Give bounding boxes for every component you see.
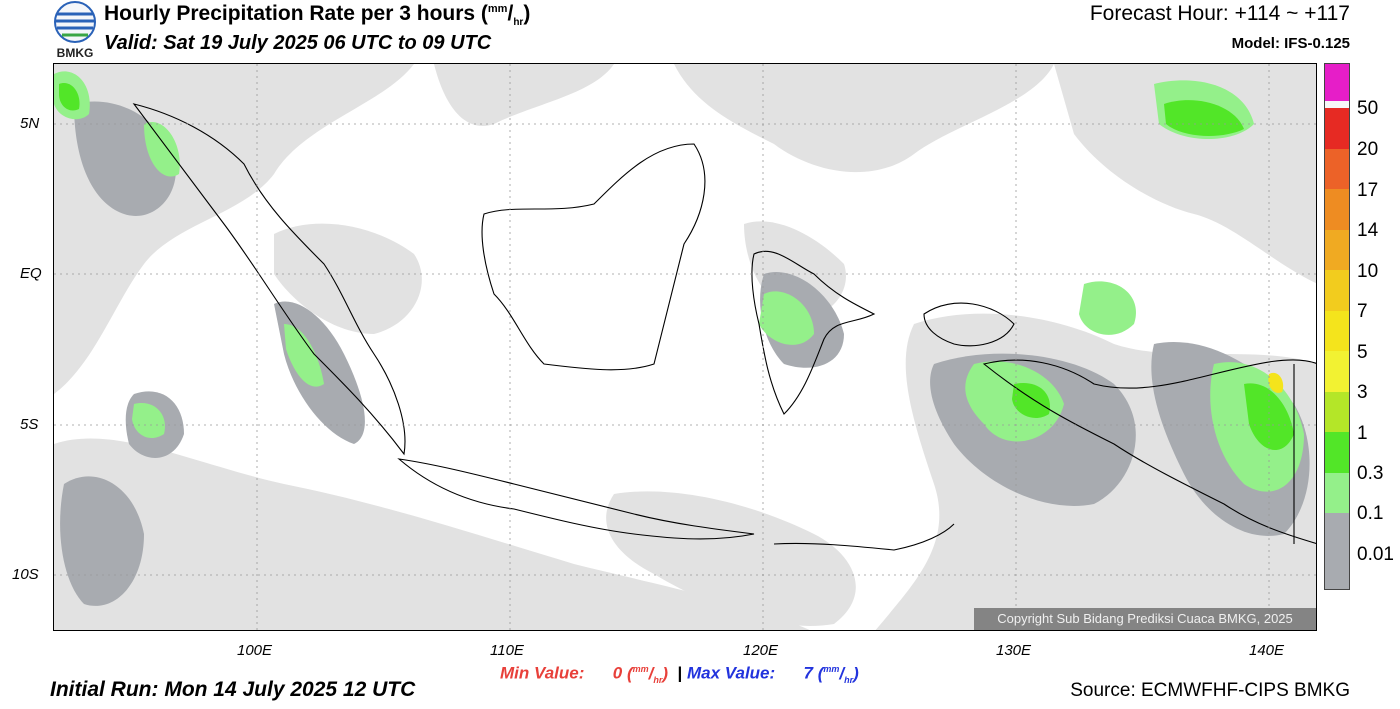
colorbar-segment [1325,351,1349,392]
colorbar-label: 20 [1357,139,1379,160]
lon-label-110e: 110E [490,642,524,659]
lon-label-120e: 120E [743,642,779,659]
colorbar-segment [1325,149,1349,189]
colorbar-segment [1325,270,1349,311]
colorbar-label: 0.3 [1357,463,1384,484]
colorbar-label: 7 [1357,301,1368,322]
precipitation-map [53,63,1317,631]
max-unit-den: hr [844,675,854,686]
colorbar-label: 0.1 [1357,503,1384,524]
lon-label-140e: 140E [1249,642,1285,659]
min-value-label: Min Value: [500,663,585,683]
colorbar-label: 3 [1357,382,1368,403]
map-title: Hourly Precipitation Rate per 3 hours (m… [104,2,531,29]
precip-1-layer [59,83,1294,451]
min-unit-den: hr [653,675,663,686]
valid-time: Valid: Sat 19 July 2025 06 UTC to 09 UTC [104,32,492,54]
title-text: Hourly Precipitation Rate per 3 hours ( [104,2,488,25]
max-value-label: Max Value: [686,663,776,683]
min-value: 0 [612,663,623,683]
max-unit-num: mm [823,664,840,674]
colorbar-label: 1 [1357,423,1368,444]
lat-label-eq: EQ [20,265,42,282]
max-value: 7 [803,663,813,683]
lon-label-130e: 130E [996,642,1032,659]
colorbar-label: 50 [1357,98,1379,119]
lon-label-100e: 100E [237,642,273,659]
colorbar-label: 5 [1357,342,1368,363]
title-end: ) [523,2,531,25]
bmkg-logo: BMKG [52,0,98,60]
model-name: Model: IFS-0.125 [1231,35,1350,52]
colorbar-segment [1325,513,1349,589]
map-canvas [54,64,1316,630]
gridlines [54,64,1316,630]
colorbar-segment [1325,473,1349,513]
logo-text: BMKG [56,46,94,60]
colorbar-segment [1325,189,1349,230]
lat-label-10s: 10S [12,566,39,583]
colorbar-segment [1325,311,1349,351]
data-source: Source: ECMWFHF-CIPS BMKG [1070,680,1350,701]
lat-label-5s: 5S [20,416,39,433]
forecast-hour: Forecast Hour: +114 ~ +117 [1089,2,1350,25]
colorbar-segment [1325,108,1349,149]
colorbar-segment [1325,230,1349,270]
colorbar-segment [1325,432,1349,473]
title-unit-den: hr [513,17,524,29]
colorbar-label: 14 [1357,220,1379,241]
initial-run: Initial Run: Mon 14 July 2025 12 UTC [50,678,416,701]
colorbar-label: 10 [1357,261,1379,282]
coastlines [132,103,1316,551]
min-max-separator: | [677,663,683,683]
colorbar-label: 0.01 [1357,544,1394,565]
colorbar-segment [1325,64,1349,101]
precip-5-layer [1268,372,1284,393]
min-max-values: Min Value: 0 (mm/hr) | Max Value: 7 (mm/… [500,663,859,686]
copyright-notice: Copyright Sub Bidang Prediksi Cuaca BMKG… [974,608,1316,630]
min-unit-num: mm [632,664,649,674]
title-unit-num: mm [487,3,508,15]
lat-label-5n: 5N [20,115,40,132]
precip-0.01-layer [54,64,1316,630]
colorbar-segment [1325,392,1349,432]
colorbar-label: 17 [1357,180,1379,201]
colorbar [1324,63,1350,590]
